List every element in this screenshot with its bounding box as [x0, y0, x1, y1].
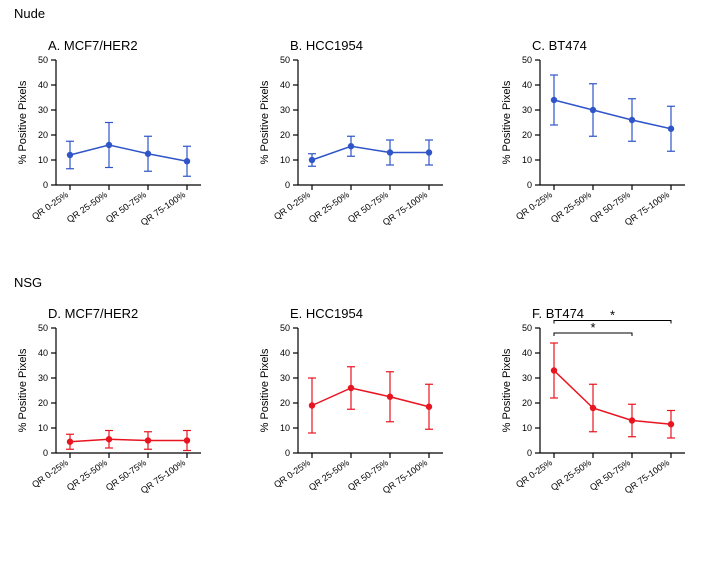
svg-text:50: 50: [522, 55, 532, 65]
panel-D: D. MCF7/HER2 0 10 20 30 40 50 % Positive Pixels…: [14, 306, 214, 556]
svg-text:50: 50: [38, 55, 48, 65]
svg-text:% Positive Pixels: % Positive Pixels: [17, 348, 29, 432]
svg-text:% Positive Pixels: % Positive Pixels: [17, 80, 29, 164]
svg-text:QR 25-50%: QR 25-50%: [307, 457, 351, 492]
svg-text:*: *: [610, 308, 615, 323]
svg-text:50: 50: [280, 55, 290, 65]
svg-text:30: 30: [522, 105, 532, 115]
svg-text:0: 0: [43, 180, 48, 190]
panel-title-A: A. MCF7/HER2: [48, 38, 138, 53]
svg-text:30: 30: [280, 373, 290, 383]
svg-text:50: 50: [38, 323, 48, 333]
svg-text:0: 0: [527, 448, 532, 458]
svg-text:10: 10: [38, 155, 48, 165]
svg-text:0: 0: [285, 180, 290, 190]
svg-text:20: 20: [38, 130, 48, 140]
svg-text:10: 10: [280, 155, 290, 165]
svg-text:10: 10: [522, 423, 532, 433]
svg-text:10: 10: [38, 423, 48, 433]
svg-text:% Positive Pixels: % Positive Pixels: [501, 80, 513, 164]
panel-title-C: C. BT474: [532, 38, 587, 53]
chart-B: 01020304050% Positive PixelsQR 0-25%QR 2…: [256, 55, 466, 305]
svg-text:30: 30: [280, 105, 290, 115]
panel-title-B: B. HCC1954: [290, 38, 363, 53]
svg-text:30: 30: [38, 373, 48, 383]
svg-text:40: 40: [38, 80, 48, 90]
row-label-nude: Nude: [14, 6, 45, 21]
svg-text:30: 30: [522, 373, 532, 383]
svg-text:0: 0: [43, 448, 48, 458]
svg-text:40: 40: [38, 348, 48, 358]
svg-text:10: 10: [280, 423, 290, 433]
panel-title-D: D. MCF7/HER2: [48, 306, 138, 321]
svg-text:QR 25-50%: QR 25-50%: [549, 189, 593, 224]
svg-text:50: 50: [280, 323, 290, 333]
svg-text:50: 50: [522, 323, 532, 333]
svg-text:% Positive Pixels: % Positive Pixels: [259, 80, 271, 164]
svg-text:% Positive Pixels: % Positive Pixels: [259, 348, 271, 432]
svg-text:0: 0: [285, 448, 290, 458]
panel-F: F. BT47401020304050% Positive PixelsQR 0…: [498, 306, 698, 556]
panel-title-E: E. HCC1954: [290, 306, 363, 321]
svg-text:QR 25-50%: QR 25-50%: [307, 189, 351, 224]
svg-text:40: 40: [280, 348, 290, 358]
chart-F: 01020304050% Positive PixelsQR 0-25%QR 2…: [498, 323, 708, 573]
chart-C: 01020304050% Positive PixelsQR 0-25%QR 2…: [498, 55, 708, 305]
svg-text:20: 20: [38, 398, 48, 408]
svg-text:10: 10: [522, 155, 532, 165]
svg-text:40: 40: [280, 80, 290, 90]
svg-text:20: 20: [522, 130, 532, 140]
panel-E: E. HCC1954 0 10 20 30 40 50 % Positive Pixels QR…: [256, 306, 456, 556]
panel-title-F: F. BT474: [532, 306, 584, 321]
svg-text:20: 20: [522, 398, 532, 408]
svg-text:QR 25-50%: QR 25-50%: [65, 457, 109, 492]
svg-text:% Positive Pixels: % Positive Pixels: [501, 348, 513, 432]
chart-D: 01020304050% Positive PixelsQR 0-25%QR 2…: [14, 323, 224, 573]
svg-text:20: 20: [280, 130, 290, 140]
svg-text:*: *: [590, 320, 595, 335]
svg-text:20: 20: [280, 398, 290, 408]
panel-A: A. MCF7/HER2 0 10 20 30 40 50 % Positive Pixels…: [14, 38, 214, 288]
chart-A: 01020304050% Positive PixelsQR 0-25%QR 2…: [14, 55, 224, 305]
panel-B: B. HCC1954 0 10 20 30 40 50 % Positive Pixels QR…: [256, 38, 456, 288]
svg-text:QR 25-50%: QR 25-50%: [549, 457, 593, 492]
svg-text:40: 40: [522, 348, 532, 358]
svg-text:40: 40: [522, 80, 532, 90]
chart-E: 01020304050% Positive PixelsQR 0-25%QR 2…: [256, 323, 466, 573]
svg-text:QR 25-50%: QR 25-50%: [65, 189, 109, 224]
panel-C: C. BT47401020304050% Positive PixelsQR 0…: [498, 38, 698, 288]
svg-text:30: 30: [38, 105, 48, 115]
svg-text:0: 0: [527, 180, 532, 190]
